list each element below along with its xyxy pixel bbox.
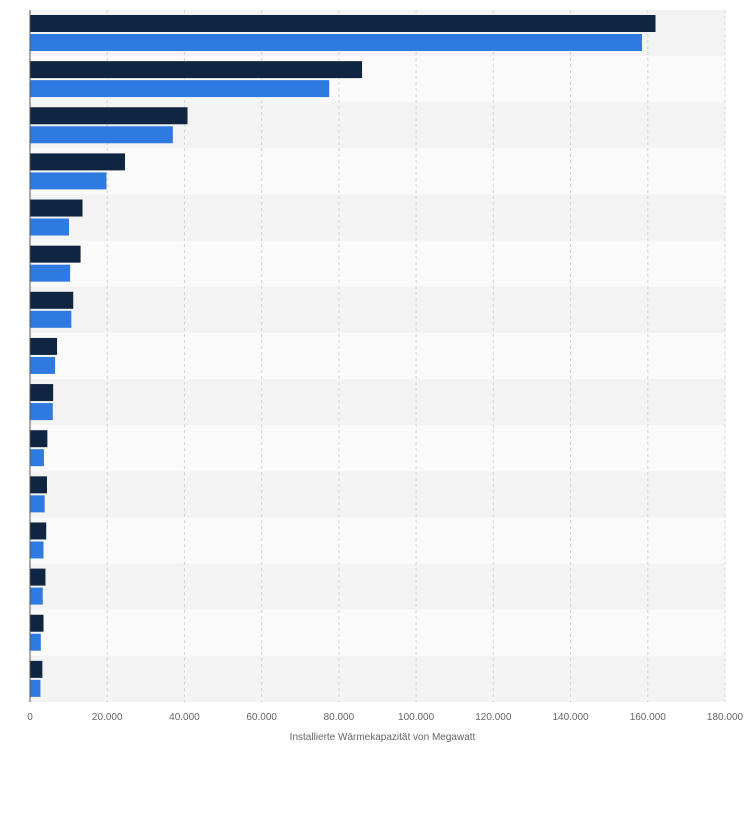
row-band <box>30 379 725 426</box>
row-band <box>30 286 725 333</box>
row-band <box>30 563 725 610</box>
bar-series-1[interactable] <box>30 153 125 171</box>
bar-series-2[interactable] <box>30 541 44 559</box>
x-tick-label: 100.000 <box>398 712 435 723</box>
row-band <box>30 655 725 702</box>
bars <box>30 15 656 697</box>
row-band <box>30 471 725 518</box>
row-band <box>30 517 725 564</box>
bar-series-2[interactable] <box>30 587 43 605</box>
x-tick-label: 20.000 <box>92 712 123 723</box>
bar-series-1[interactable] <box>30 614 44 632</box>
bar-series-1[interactable] <box>30 291 74 309</box>
x-tick-label: 40.000 <box>169 712 200 723</box>
row-band <box>30 332 725 380</box>
row-band <box>30 240 725 287</box>
row-band <box>30 425 725 472</box>
x-tick-label: 140.000 <box>552 712 589 723</box>
bar-series-1[interactable] <box>30 199 83 217</box>
bar-series-2[interactable] <box>30 218 69 236</box>
bar-series-1[interactable] <box>30 430 48 448</box>
bar-series-2[interactable] <box>30 449 44 467</box>
bar-series-1[interactable] <box>30 61 363 79</box>
bar-series-1[interactable] <box>30 245 81 263</box>
bar-series-1[interactable] <box>30 660 43 678</box>
gridlines <box>106 10 726 702</box>
x-tick-label: 60.000 <box>246 712 277 723</box>
x-tick-label: 120.000 <box>475 712 512 723</box>
bar-series-2[interactable] <box>30 34 642 51</box>
row-bands <box>30 10 725 702</box>
bar-series-1[interactable] <box>30 568 46 586</box>
bar-series-2[interactable] <box>30 495 45 513</box>
row-band <box>30 609 725 656</box>
bar-series-1[interactable] <box>30 15 656 32</box>
bar-series-1[interactable] <box>30 522 47 540</box>
bar-series-2[interactable] <box>30 80 330 98</box>
x-tick-label: 160.000 <box>630 712 667 723</box>
bar-series-2[interactable] <box>30 403 53 421</box>
x-tick-label: 80.000 <box>324 712 355 723</box>
bar-series-2[interactable] <box>30 126 173 144</box>
bar-series-2[interactable] <box>30 264 71 282</box>
row-band <box>30 148 725 195</box>
bar-series-2[interactable] <box>30 679 41 697</box>
bar-series-2[interactable] <box>30 172 107 190</box>
bar-series-2[interactable] <box>30 356 56 374</box>
bar-series-1[interactable] <box>30 337 58 355</box>
x-tick-label: 0 <box>27 712 33 723</box>
bar-series-2[interactable] <box>30 633 41 651</box>
x-tick-labels: 0 20.000 40.000 60.000 80.000 100.000 120.000 1… <box>27 712 743 723</box>
bar-series-1[interactable] <box>30 476 47 494</box>
bar-series-2[interactable] <box>30 310 72 328</box>
bar-series-1[interactable] <box>30 384 54 402</box>
x-axis-title: Installierte Wärmekapazität von Megawatt <box>290 732 476 743</box>
bar-series-1[interactable] <box>30 107 188 125</box>
x-tick-label: 180.000 <box>707 712 744 723</box>
row-band <box>30 194 725 241</box>
